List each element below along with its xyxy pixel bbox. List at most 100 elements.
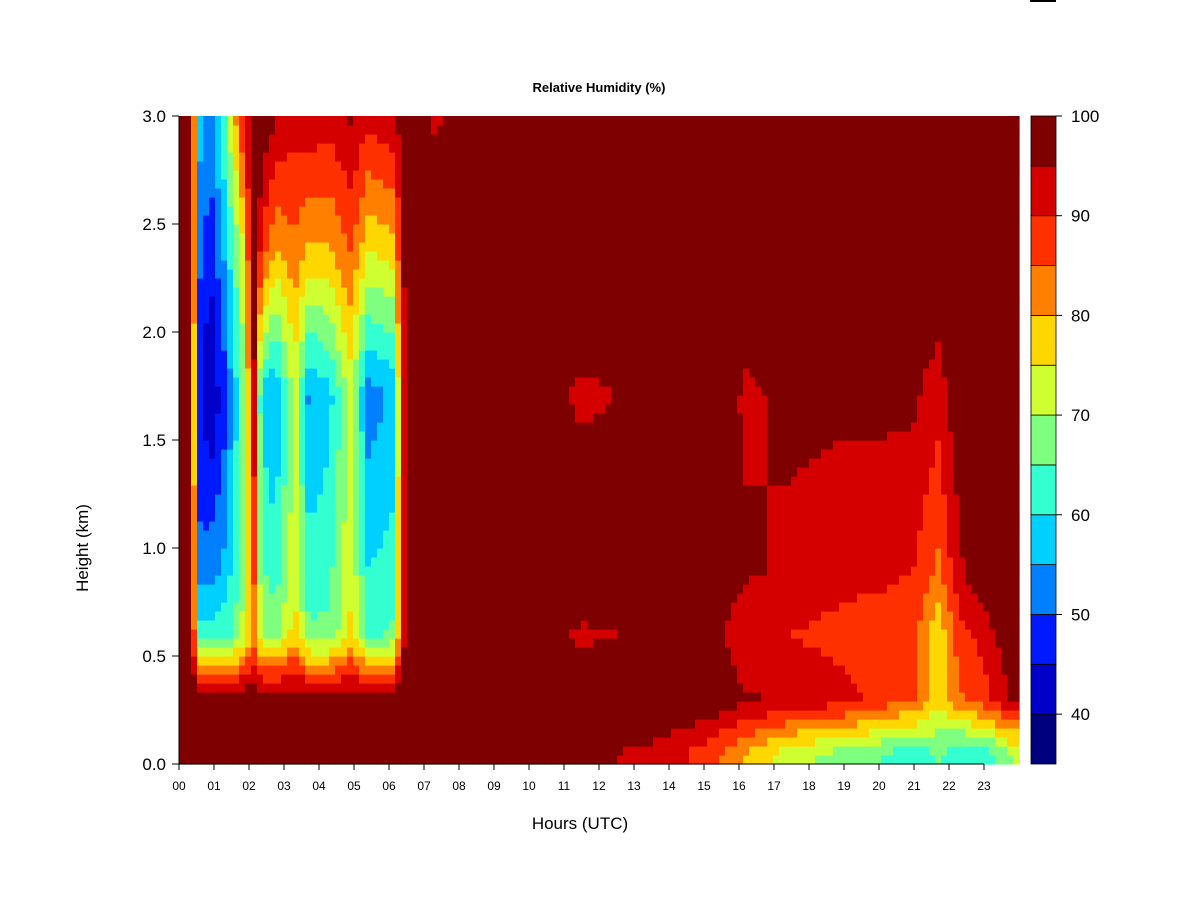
- heatmap-cell: [317, 143, 324, 153]
- heatmap-cell: [455, 521, 462, 531]
- heatmap-cell: [251, 251, 258, 261]
- heatmap-cell: [227, 152, 234, 162]
- heatmap-cell: [575, 503, 582, 513]
- heatmap-cell: [197, 152, 204, 162]
- heatmap-cell: [593, 548, 600, 558]
- heatmap-cell: [377, 431, 384, 441]
- heatmap-cell: [467, 629, 474, 639]
- heatmap-cell: [539, 215, 546, 225]
- heatmap-cell: [479, 197, 486, 207]
- heatmap-cell: [233, 476, 240, 486]
- heatmap-cell: [299, 629, 306, 639]
- heatmap-cell: [557, 350, 564, 360]
- heatmap-cell: [251, 638, 258, 648]
- heatmap-cell: [233, 494, 240, 504]
- heatmap-cell: [317, 413, 324, 423]
- heatmap-cell: [215, 404, 222, 414]
- heatmap-cell: [371, 476, 378, 486]
- heatmap-cell: [179, 260, 186, 270]
- heatmap-cell: [275, 206, 282, 216]
- heatmap-cell: [461, 584, 468, 594]
- heatmap-cell: [575, 557, 582, 567]
- heatmap-cell: [257, 476, 264, 486]
- heatmap-cell: [341, 566, 348, 576]
- heatmap-cell: [485, 233, 492, 243]
- heatmap-cell: [485, 359, 492, 369]
- heatmap-cell: [323, 755, 330, 765]
- heatmap-cell: [359, 512, 366, 522]
- heatmap-cell: [467, 269, 474, 279]
- heatmap-cell: [185, 224, 192, 234]
- heatmap-cell: [215, 503, 222, 513]
- heatmap-cell: [551, 404, 558, 414]
- heatmap-cell: [371, 368, 378, 378]
- heatmap-cell: [407, 575, 414, 585]
- heatmap-cell: [533, 422, 540, 432]
- heatmap-cell: [191, 431, 198, 441]
- heatmap-cell: [335, 593, 342, 603]
- heatmap-cell: [503, 539, 510, 549]
- heatmap-cell: [299, 341, 306, 351]
- heatmap-cell: [443, 647, 450, 657]
- heatmap-cell: [317, 359, 324, 369]
- heatmap-cell: [557, 413, 564, 423]
- heatmap-cell: [407, 593, 414, 603]
- heatmap-cell: [191, 368, 198, 378]
- heatmap-cell: [191, 188, 198, 198]
- heatmap-cell: [497, 476, 504, 486]
- heatmap-cell: [473, 674, 480, 684]
- heatmap-cell: [407, 350, 414, 360]
- heatmap-cell: [329, 755, 336, 765]
- heatmap-cell: [545, 467, 552, 477]
- heatmap-cell: [245, 449, 252, 459]
- heatmap-cell: [293, 701, 300, 711]
- heatmap-cell: [383, 152, 390, 162]
- heatmap-cell: [503, 350, 510, 360]
- heatmap-cell: [389, 359, 396, 369]
- heatmap-cell: [431, 323, 438, 333]
- heatmap-cell: [407, 431, 414, 441]
- heatmap-cell: [497, 287, 504, 297]
- heatmap-cell: [251, 170, 258, 180]
- heatmap-cell: [251, 422, 258, 432]
- heatmap-cell: [335, 512, 342, 522]
- heatmap-cell: [293, 305, 300, 315]
- heatmap-cell: [587, 224, 594, 234]
- heatmap-cell: [449, 179, 456, 189]
- heatmap-cell: [551, 323, 558, 333]
- heatmap-cell: [413, 521, 420, 531]
- heatmap-cell: [329, 341, 336, 351]
- heatmap-cell: [263, 638, 270, 648]
- heatmap-cell: [431, 530, 438, 540]
- heatmap-cell: [449, 359, 456, 369]
- heatmap-cell: [437, 251, 444, 261]
- heatmap-cell: [293, 323, 300, 333]
- heatmap-cell: [425, 278, 432, 288]
- heatmap-cell: [569, 395, 576, 405]
- heatmap-cell: [365, 431, 372, 441]
- heatmap-cell: [257, 224, 264, 234]
- heatmap-cell: [575, 539, 582, 549]
- heatmap-cell: [401, 575, 408, 585]
- heatmap-cell: [503, 440, 510, 450]
- heatmap-cell: [419, 134, 426, 144]
- heatmap-cell: [353, 224, 360, 234]
- heatmap-cell: [347, 215, 354, 225]
- heatmap-cell: [281, 476, 288, 486]
- heatmap-cell: [239, 548, 246, 558]
- heatmap-cell: [371, 728, 378, 738]
- heatmap-cell: [431, 728, 438, 738]
- heatmap-cell: [413, 584, 420, 594]
- heatmap-cell: [533, 350, 540, 360]
- heatmap-cell: [203, 548, 210, 558]
- heatmap-cell: [257, 593, 264, 603]
- heatmap-cell: [467, 620, 474, 630]
- heatmap-cell: [539, 170, 546, 180]
- heatmap-cell: [473, 431, 480, 441]
- heatmap-cell: [569, 638, 576, 648]
- heatmap-cell: [425, 719, 432, 729]
- heatmap-cell: [473, 512, 480, 522]
- heatmap-cell: [407, 341, 414, 351]
- heatmap-cell: [545, 719, 552, 729]
- heatmap-cell: [557, 161, 564, 171]
